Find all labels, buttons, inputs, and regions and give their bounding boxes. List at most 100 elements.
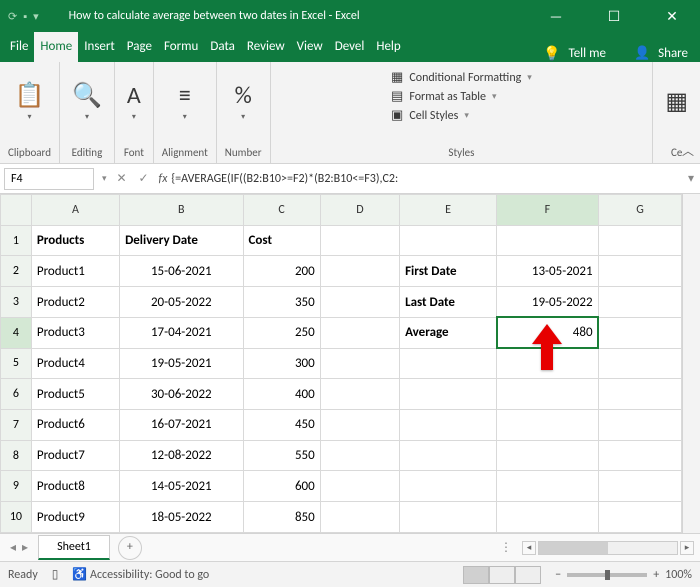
cell-E10[interactable] [400,502,497,533]
cell-C7[interactable]: 450 [243,410,320,441]
cell-C5[interactable]: 300 [243,348,320,379]
row-header-1[interactable]: 1 [1,225,32,256]
cell-C10[interactable]: 850 [243,502,320,533]
cell-D6[interactable] [320,379,399,410]
cell-G2[interactable] [598,256,682,287]
fx-icon[interactable]: fx [155,172,172,186]
cell-D3[interactable] [320,287,399,318]
editing-button[interactable]: 🔍▾ [68,79,106,124]
cell-A1[interactable]: Products [31,225,119,256]
cell-C6[interactable]: 400 [243,379,320,410]
select-all-cell[interactable] [1,195,32,226]
formula-input[interactable]: {=AVERAGE(IF((B2:B10>=F2)*(B2:B10<=F3),C… [171,172,682,186]
next-sheet-button[interactable]: ▸ [22,540,28,555]
cell-E4[interactable]: Average [400,317,497,348]
cell-F5[interactable] [497,348,598,379]
cell-G7[interactable] [598,410,682,441]
col-header-F[interactable]: F [497,195,598,226]
cell-F9[interactable] [497,471,598,502]
autosave-icon[interactable]: ⟳ [8,10,17,23]
cell-D10[interactable] [320,502,399,533]
cell-B2[interactable]: 15-06-2021 [120,256,243,287]
cell-D2[interactable] [320,256,399,287]
cell-G8[interactable] [598,440,682,471]
cell-B8[interactable]: 12-08-2022 [120,440,243,471]
conditional-formatting-button[interactable]: ▦Conditional Formatting▾ [391,70,532,85]
maximize-button[interactable]: ☐ [594,8,634,25]
enter-formula-button[interactable]: ✓ [133,171,155,186]
cell-C2[interactable]: 200 [243,256,320,287]
col-header-B[interactable]: B [120,195,243,226]
cell-D7[interactable] [320,410,399,441]
col-header-A[interactable]: A [31,195,119,226]
new-sheet-button[interactable]: + [118,536,142,560]
tab-home[interactable]: Home [34,32,78,62]
format-as-table-button[interactable]: ▤Format as Table▾ [391,89,532,104]
row-header-5[interactable]: 5 [1,348,32,379]
cell-A6[interactable]: Product5 [31,379,119,410]
tab-file[interactable]: File [4,32,34,62]
cell-A7[interactable]: Product6 [31,410,119,441]
cell-G5[interactable] [598,348,682,379]
zoom-control[interactable]: − + 100% [555,568,692,582]
tab-view[interactable]: View [291,32,329,62]
close-button[interactable]: ✕ [652,8,692,25]
cell-A9[interactable]: Product8 [31,471,119,502]
tellme-button[interactable]: Tell me [569,46,606,61]
font-button[interactable]: A▾ [123,79,145,124]
cell-D5[interactable] [320,348,399,379]
row-header-9[interactable]: 9 [1,471,32,502]
row-header-8[interactable]: 8 [1,440,32,471]
row-header-3[interactable]: 3 [1,287,32,318]
row-header-2[interactable]: 2 [1,256,32,287]
cell-E2[interactable]: First Date [400,256,497,287]
cell-D8[interactable] [320,440,399,471]
cell-D1[interactable] [320,225,399,256]
cell-F3[interactable]: 19-05-2022 [497,287,598,318]
cell-A8[interactable]: Product7 [31,440,119,471]
cell-F1[interactable] [497,225,598,256]
cell-C3[interactable]: 350 [243,287,320,318]
expand-formula-button[interactable]: ▾ [682,171,700,186]
cell-G3[interactable] [598,287,682,318]
cell-B5[interactable]: 19-05-2021 [120,348,243,379]
prev-sheet-button[interactable]: ◂ [10,540,16,555]
tab-insert[interactable]: Insert [78,32,121,62]
macro-record-icon[interactable]: ▯ [52,567,59,582]
sheet-tab-sheet1[interactable]: Sheet1 [38,535,110,560]
cell-F2[interactable]: 13-05-2021 [497,256,598,287]
zoom-out-button[interactable]: − [555,568,561,582]
cell-E9[interactable] [400,471,497,502]
row-header-6[interactable]: 6 [1,379,32,410]
cell-F10[interactable] [497,502,598,533]
cell-F4[interactable]: 480 [497,317,598,348]
cell-E5[interactable] [400,348,497,379]
cell-E3[interactable]: Last Date [400,287,497,318]
cell-A2[interactable]: Product1 [31,256,119,287]
col-header-G[interactable]: G [598,195,682,226]
horizontal-scrollbar[interactable]: ◂ ▸ [516,541,700,555]
save-icon[interactable]: ▪ [23,10,27,23]
cell-B3[interactable]: 20-05-2022 [120,287,243,318]
zoom-level[interactable]: 100% [665,568,692,582]
cell-G1[interactable] [598,225,682,256]
row-header-4[interactable]: 4 [1,317,32,348]
cell-C4[interactable]: 250 [243,317,320,348]
cell-B1[interactable]: Delivery Date [120,225,243,256]
cell-G4[interactable] [598,317,682,348]
cell-C1[interactable]: Cost [243,225,320,256]
minimize-button[interactable]: — [536,8,576,25]
cell-A10[interactable]: Product9 [31,502,119,533]
tab-review[interactable]: Review [241,32,291,62]
share-button[interactable]: Share [658,46,688,61]
vertical-scrollbar[interactable] [682,194,700,533]
col-header-C[interactable]: C [243,195,320,226]
cell-E1[interactable] [400,225,497,256]
cell-G6[interactable] [598,379,682,410]
cell-styles-button[interactable]: ▣Cell Styles▾ [391,108,532,123]
accessibility-status[interactable]: ♿ Accessibility: Good to go [72,567,209,582]
page-break-view-button[interactable] [515,566,541,584]
cell-B4[interactable]: 17-04-2021 [120,317,243,348]
cell-C8[interactable]: 550 [243,440,320,471]
collapse-ribbon-button[interactable]: ︿ [682,142,694,159]
